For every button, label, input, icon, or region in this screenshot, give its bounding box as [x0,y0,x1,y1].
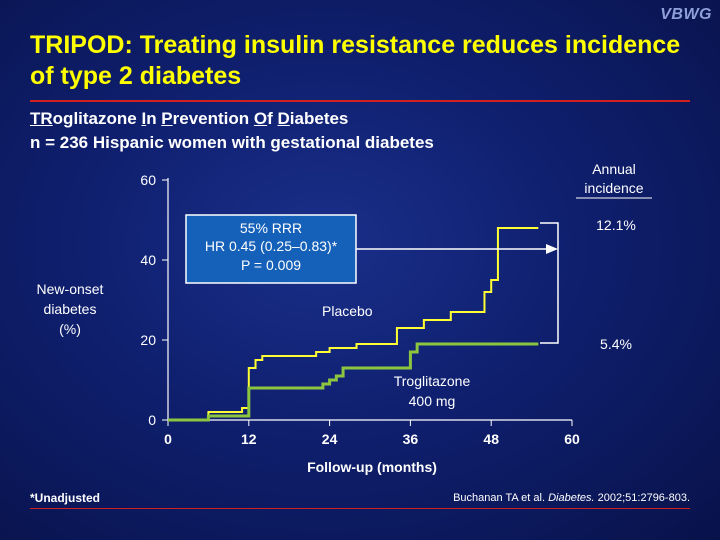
subtitle: TRoglitazone In Prevention Of Diabetes n… [30,107,434,155]
incidence-bracket [540,222,559,344]
subtitle-acronym-line: TRoglitazone In Prevention Of Diabetes [30,107,434,131]
stats-p-value: P = 0.009 [241,257,301,273]
stats-box [185,214,357,284]
troglitazone-curve [168,342,539,422]
footer-divider [30,508,690,509]
title-divider [30,100,690,102]
stats-rrr: 55% RRR [240,220,302,236]
subtitle-part: P [161,109,173,128]
footnote: *Unadjusted [30,491,101,505]
y-tick-label: 40 [140,252,156,268]
placebo-incidence: 12.1% [596,217,636,233]
troglitazone-label-line2: 400 mg [409,393,456,409]
x-tick-label: 0 [164,431,172,447]
x-axis-label: Follow-up (months) [307,459,437,475]
subtitle-part: f [267,109,278,128]
subtitle-part: D [277,109,290,128]
x-tick-label: 36 [403,431,419,447]
subtitle-population-line: n = 236 Hispanic women with gestational … [30,133,434,152]
y-tick-label: 60 [140,172,156,188]
y-tick-label: 0 [148,412,156,428]
subtitle-part: O [253,109,268,128]
x-tick-label: 48 [483,431,499,447]
y-tick-label: 20 [140,332,156,348]
y-axis-label-line3: (%) [59,321,81,337]
subtitle-part: revention [172,109,254,128]
x-tick-label: 24 [322,431,338,447]
annual-incidence-header-2: incidence [584,180,643,196]
x-tick-label: 12 [241,431,257,447]
stats-hr: HR 0.45 (0.25–0.83)* [205,238,338,254]
subtitle-part: oglitazone [52,109,142,128]
slide-title: TRIPOD: Treating insulin resistance redu… [30,31,681,90]
x-tick-label: 60 [564,431,580,447]
troglitazone-label-line1: Troglitazone [394,373,471,389]
y-axis-label-line2: diabetes [44,301,97,317]
subtitle-part: TR [30,109,53,128]
placebo-label: Placebo [322,303,373,319]
y-axis-label-line1: New-onset [37,281,104,297]
subtitle-part: iabetes [289,109,349,128]
annual-incidence-header-1: Annual [592,161,636,177]
placebo-curve [168,227,539,421]
vbwg-logo: VBWG [660,6,712,23]
troglitazone-incidence: 5.4% [600,336,632,352]
citation: Buchanan TA et al. Diabetes. 2002;51:279… [453,492,690,504]
subtitle-part: n [146,109,162,128]
arrow-head-icon [546,244,558,254]
subtitle-part: I [141,109,147,128]
